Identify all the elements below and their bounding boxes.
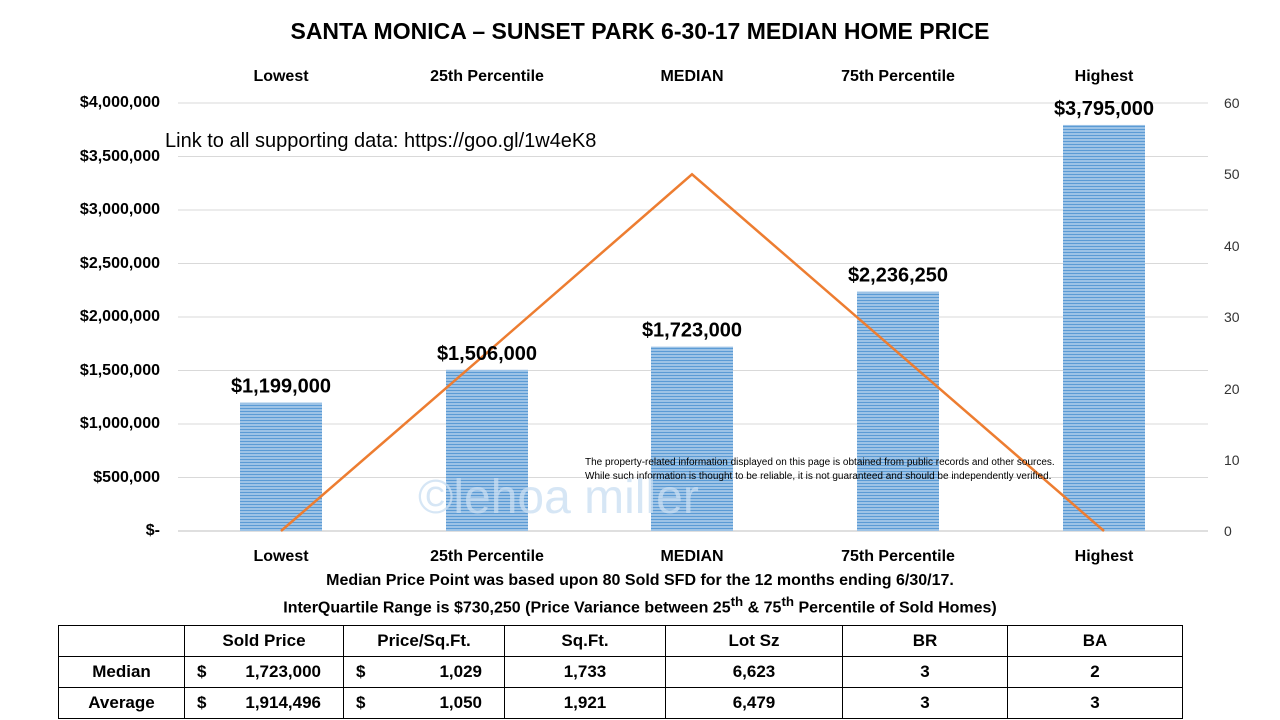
bar-value-label: $3,795,000	[1054, 98, 1154, 120]
lot-size-cell: 6,479	[665, 687, 843, 719]
bar	[240, 402, 322, 531]
currency-symbol: $	[197, 662, 207, 681]
bar-value-label: $1,506,000	[437, 343, 537, 365]
bar-value-label: $2,236,250	[848, 265, 948, 287]
bar-value-label: $1,199,000	[231, 376, 331, 398]
price-per-sqft-cell: $1,050	[343, 687, 505, 719]
cell-value: 1,723,000	[245, 662, 321, 681]
x-axis-tick: Lowest	[253, 548, 309, 565]
row-label: Average	[58, 687, 185, 719]
top-category-label: Lowest	[253, 68, 309, 85]
y2-axis-tick: 40	[1224, 238, 1240, 254]
sqft-cell: 1,921	[504, 687, 666, 719]
lot-size-cell: 6,623	[665, 656, 843, 688]
cell-value: 1,029	[439, 662, 482, 681]
table-header-cell: Lot Sz	[665, 625, 843, 657]
y-axis-tick: $500,000	[93, 469, 160, 486]
table-row: Median $1,723,000 $1,029 1,733 6,623 3 2	[58, 656, 1183, 688]
currency-symbol: $	[356, 693, 366, 712]
bedrooms-cell: 3	[842, 656, 1008, 688]
sold-price-cell: $1,914,496	[184, 687, 344, 719]
currency-symbol: $	[197, 693, 207, 712]
x-axis-tick: 75th Percentile	[841, 548, 955, 565]
disclaimer-line: While such information is thought to be …	[585, 471, 1052, 482]
bar	[1063, 124, 1145, 531]
bathrooms-cell: 2	[1007, 656, 1183, 688]
x-axis-tick: Highest	[1074, 548, 1134, 565]
y-axis-tick: $3,000,000	[79, 201, 160, 218]
cell-value: 1,050	[439, 693, 482, 712]
y-axis-tick: $3,500,000	[79, 148, 160, 165]
disclaimer-text: The property-related information display…	[585, 456, 1055, 484]
chart-title: SANTA MONICA – SUNSET PARK 6-30-17 MEDIA…	[290, 18, 990, 44]
table-header-row: Sold Price Price/Sq.Ft. Sq.Ft. Lot Sz BR…	[58, 625, 1183, 657]
top-category-label: 75th Percentile	[841, 68, 955, 85]
x-axis-tick: 25th Percentile	[430, 548, 544, 565]
table-header-cell	[58, 625, 185, 657]
currency-symbol: $	[356, 662, 366, 681]
y-axis-tick: $2,500,000	[79, 255, 160, 272]
y2-axis-tick: 10	[1224, 452, 1240, 468]
table-header-cell: Price/Sq.Ft.	[343, 625, 505, 657]
supporting-data-link[interactable]: Link to all supporting data: https://goo…	[165, 130, 597, 152]
y-axis-tick: $2,000,000	[79, 308, 160, 325]
y-axis-tick: $-	[145, 522, 160, 539]
note-superscript: th	[781, 594, 795, 609]
bathrooms-cell: 3	[1007, 687, 1183, 719]
bar-value-label: $1,723,000	[642, 320, 742, 342]
bar	[857, 291, 939, 531]
y2-axis-tick: 0	[1224, 523, 1232, 539]
top-category-label: MEDIAN	[660, 68, 724, 85]
y2-axis-tick: 50	[1224, 166, 1240, 182]
top-category-label: Highest	[1074, 68, 1134, 85]
x-axis-tick: MEDIAN	[660, 548, 724, 565]
note-text: & 75	[743, 599, 782, 617]
y2-axis-tick: 30	[1224, 309, 1240, 325]
bedrooms-cell: 3	[842, 687, 1008, 719]
table-header-cell: BA	[1007, 625, 1183, 657]
table-header-cell: Sq.Ft.	[504, 625, 666, 657]
median-basis-note: Median Price Point was based upon 80 Sol…	[326, 572, 954, 589]
cell-value: 1,914,496	[245, 693, 321, 712]
interquartile-note: InterQuartile Range is $730,250 (Price V…	[0, 594, 1280, 617]
count-line	[280, 172, 1105, 532]
sqft-cell: 1,733	[504, 656, 666, 688]
bar	[651, 346, 733, 531]
y-axis-tick: $1,000,000	[79, 415, 160, 432]
note-superscript: th	[730, 594, 744, 609]
price-stats-table: Sold Price Price/Sq.Ft. Sq.Ft. Lot Sz BR…	[58, 625, 1183, 719]
y2-axis-tick: 60	[1224, 95, 1240, 111]
table-row: Average $1,914,496 $1,050 1,921 6,479 3 …	[58, 687, 1183, 719]
table-header-cell: BR	[842, 625, 1008, 657]
y-axis-tick: $1,500,000	[79, 362, 160, 379]
note-text: Percentile of Sold Homes)	[794, 599, 997, 617]
disclaimer-line: The property-related information display…	[585, 457, 1055, 468]
copyright-watermark: ©lehoa miller	[418, 471, 699, 524]
note-text: InterQuartile Range is $730,250 (Price V…	[283, 599, 731, 617]
y2-axis-tick: 20	[1224, 381, 1240, 397]
bar	[446, 369, 528, 531]
sold-price-cell: $1,723,000	[184, 656, 344, 688]
top-category-label: 25th Percentile	[430, 68, 544, 85]
y-axis-tick: $4,000,000	[79, 94, 160, 111]
price-per-sqft-cell: $1,029	[343, 656, 505, 688]
row-label: Median	[58, 656, 185, 688]
table-header-cell: Sold Price	[184, 625, 344, 657]
